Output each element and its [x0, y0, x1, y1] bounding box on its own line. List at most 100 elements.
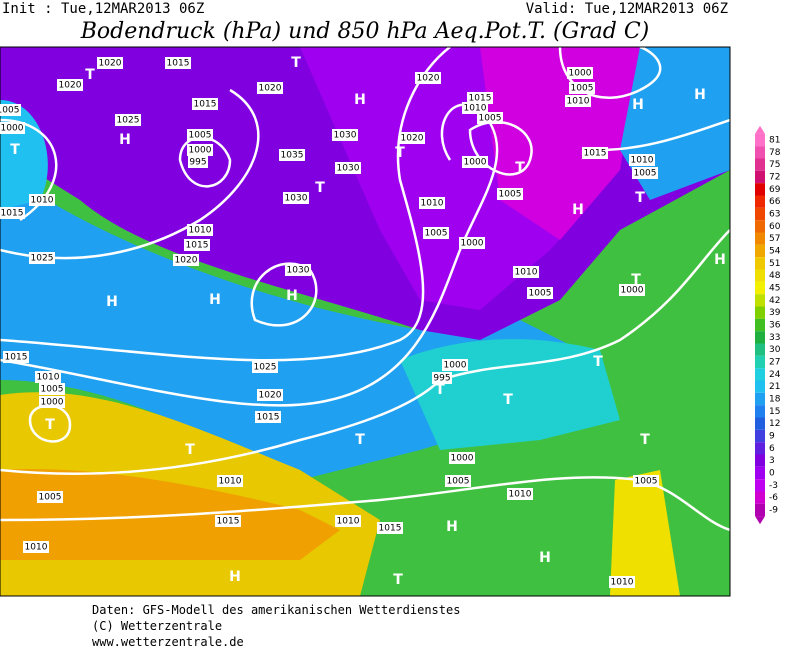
isobar-label: 995	[433, 374, 450, 384]
pressure-center: T	[291, 55, 301, 71]
isobar-label: 1010	[464, 104, 487, 114]
footer-line: (C) Wetterzentrale	[92, 619, 222, 633]
colorbar-segment	[755, 195, 765, 208]
colorbar-label: -6	[769, 493, 778, 503]
label-box	[415, 72, 441, 84]
pressure-center: H	[446, 519, 458, 535]
label-box	[0, 104, 21, 116]
isobar-label: 1000	[464, 158, 487, 168]
isobar-label: 1010	[219, 477, 242, 487]
pressure-center: T	[503, 392, 513, 408]
isobar-label: 1010	[25, 543, 48, 553]
label-box	[187, 129, 213, 141]
label-box	[629, 154, 655, 166]
colorbar-segment	[755, 318, 765, 332]
label-box	[115, 114, 141, 126]
isobar-label: 1020	[259, 391, 282, 401]
isobar-label: 1000	[189, 146, 212, 156]
isobar-label: 1020	[99, 59, 122, 69]
map-frame	[0, 46, 731, 597]
colorbar-label: 21	[769, 382, 780, 392]
label-box	[217, 475, 243, 487]
colorbar-end	[755, 516, 765, 525]
label-box	[582, 147, 608, 159]
pressure-center: T	[393, 572, 403, 588]
isobar-label: 1010	[611, 578, 634, 588]
label-box	[449, 452, 475, 464]
isobar-label: 1030	[285, 194, 308, 204]
label-box	[173, 254, 199, 266]
pressure-center: T	[315, 180, 325, 196]
colorbar-label: 54	[769, 247, 781, 257]
pressure-center: H	[714, 252, 726, 268]
isobar-label: 1010	[337, 517, 360, 527]
label-box	[432, 372, 452, 384]
pressure-center: T	[635, 190, 645, 206]
isobar-label: 1000	[451, 454, 474, 464]
isobar-label: 1005	[499, 190, 522, 200]
isobar-label: 1020	[59, 81, 82, 91]
colorbar-segment	[755, 244, 765, 258]
colorbar-label: 9	[769, 432, 775, 442]
label-box	[257, 82, 283, 94]
colorbar-segment	[755, 454, 765, 467]
isobar-label: 1020	[259, 84, 282, 94]
colorbar-segment	[755, 207, 765, 221]
warm-region	[610, 470, 680, 596]
label-box	[0, 122, 25, 134]
label-box	[187, 224, 213, 236]
label-box	[335, 515, 361, 527]
colorbar-segment	[755, 355, 765, 369]
map-title: Bodendruck (hPa) und 850 hPa Aeq.Pot.T. …	[80, 19, 650, 44]
colorbar-segment	[755, 269, 765, 282]
isobar	[599, 118, 730, 152]
isobar-label: 1005	[479, 114, 502, 124]
colorbar-segment	[755, 133, 765, 147]
pressure-center: H	[539, 550, 551, 566]
colorbar-label: 66	[769, 197, 781, 207]
label-box	[23, 541, 49, 553]
pressure-center: T	[10, 142, 20, 158]
colorbar-segment	[755, 479, 765, 492]
pressure-center: H	[632, 97, 644, 113]
isobar-label: 1005	[447, 477, 470, 487]
isobar	[0, 229, 730, 475]
label-box	[184, 239, 210, 251]
colorbar-label: 3	[769, 456, 775, 466]
isobar-label: 1005	[529, 289, 552, 299]
label-box	[459, 237, 485, 249]
isobar-label: 1005	[41, 385, 64, 395]
label-box	[39, 396, 65, 408]
footer-line: Daten: GFS-Modell des amerikanischen Wet…	[92, 603, 460, 617]
label-box	[257, 389, 283, 401]
label-box	[477, 112, 503, 124]
isobar-label: 1030	[334, 131, 357, 141]
isobar	[178, 136, 232, 188]
label-box	[462, 156, 488, 168]
label-box	[567, 67, 593, 79]
colorbar-segment	[755, 503, 765, 517]
colorbar-label: 69	[769, 185, 781, 195]
isobar-label: 1035	[281, 151, 304, 161]
isobar-label: 1030	[337, 164, 360, 174]
colorbar-segment	[755, 380, 765, 393]
pressure-center: H	[106, 294, 118, 310]
label-box	[419, 197, 445, 209]
label-box	[252, 361, 278, 373]
label-box	[35, 371, 61, 383]
colorbar-label: 27	[769, 358, 780, 368]
colorbar-label: 36	[769, 321, 781, 331]
isobar-label: 1015	[217, 517, 240, 527]
colorbar-label: 51	[769, 259, 780, 269]
colorbar-label: 12	[769, 419, 780, 429]
isobar-label: 1015	[1, 209, 24, 219]
footer-line: www.wetterzentrale.de	[92, 635, 244, 648]
label-box	[507, 488, 533, 500]
label-box	[39, 383, 65, 395]
isobar-label: 1015	[194, 100, 217, 110]
isobar-label: 1010	[421, 199, 444, 209]
isobar-label: 1025	[31, 254, 54, 264]
pressure-center: H	[119, 132, 131, 148]
isobar-label: 1000	[569, 69, 592, 79]
isobar-label: 1010	[567, 97, 590, 107]
